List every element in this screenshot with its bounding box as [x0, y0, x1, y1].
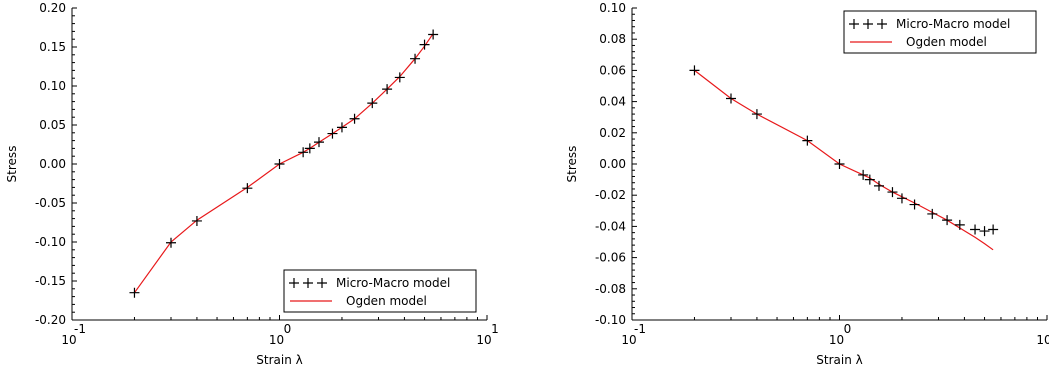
y-tick-label: 0.04 — [599, 95, 626, 109]
chart-1: -0.20 -0.15 -0.10 -0.05 0.00 0.05 0.10 0.15 0.20… — [5, 1, 499, 367]
series-line-ogden — [134, 33, 434, 294]
legend-label: Ogden model — [346, 294, 427, 308]
data-point-plus — [394, 72, 405, 83]
data-point-plus — [242, 183, 253, 194]
y-tick-label: -0.06 — [595, 251, 626, 265]
data-point-plus — [864, 174, 875, 185]
y-tick-label: 0.00 — [39, 157, 66, 171]
x-tick-exponent: 0 — [284, 322, 292, 336]
legend-marker-plus — [849, 19, 859, 29]
y-tick-label: -0.10 — [595, 313, 626, 327]
data-point-plus — [274, 159, 285, 169]
y-tick-label: -0.20 — [35, 313, 66, 327]
x-tick-exponent: 1 — [491, 322, 499, 336]
x-axis-label: Strain λ — [256, 353, 302, 367]
data-point-plus — [979, 226, 990, 237]
y-tick-label: 0.02 — [599, 126, 626, 140]
data-point-plus — [327, 128, 338, 139]
x-tick-label: 10 — [829, 333, 844, 347]
y-tick-label: 0.15 — [39, 40, 66, 54]
y-axis-label: Stress — [565, 146, 579, 183]
y-tick-label: 0.00 — [599, 157, 626, 171]
legend-marker-plus — [863, 19, 873, 29]
legend-box — [283, 269, 477, 313]
data-point-plus — [336, 122, 347, 133]
data-point-plus — [858, 169, 869, 180]
y-tick-label: -0.02 — [595, 188, 626, 202]
data-point-plus — [802, 135, 813, 146]
data-point-plus — [834, 159, 845, 169]
y-tick-label: -0.05 — [35, 196, 66, 210]
y-tick-label: 0.10 — [599, 1, 626, 15]
x-tick-exponent: 0 — [844, 322, 852, 336]
y-tick-label: -0.08 — [595, 282, 626, 296]
legend-label: Micro-Macro model — [896, 17, 1010, 31]
data-point-plus — [689, 65, 700, 76]
x-axis-label: Strain λ — [816, 353, 862, 367]
data-point-plus — [349, 113, 360, 124]
data-point-plus — [970, 224, 981, 235]
y-tick-label: 0.06 — [599, 63, 626, 77]
legend-marker-plus — [877, 19, 887, 29]
data-point-plus — [909, 199, 920, 210]
y-tick-label: 0.10 — [39, 79, 66, 93]
data-point-plus — [298, 147, 309, 158]
series-line-ogden — [694, 69, 994, 251]
data-point-plus — [896, 193, 907, 204]
y-tick-label: -0.04 — [595, 219, 626, 233]
x-tick-exponent: -1 — [634, 322, 646, 336]
legend-label: Micro-Macro model — [336, 276, 450, 290]
legend-marker-plus — [317, 278, 327, 288]
data-point-plus — [927, 208, 938, 219]
y-tick-label: 0.05 — [39, 118, 66, 132]
data-point-plus — [726, 93, 737, 104]
data-point-plus — [304, 143, 315, 154]
y-tick-label: -0.15 — [35, 274, 66, 288]
data-point-plus — [887, 187, 898, 198]
legend-marker-plus — [303, 278, 313, 288]
x-tick-label: 10 — [61, 333, 76, 347]
data-point-plus — [313, 137, 324, 148]
data-point-plus — [166, 237, 177, 248]
data-point-plus — [382, 84, 393, 95]
x-tick-label: 10 — [269, 333, 284, 347]
y-axis-label: Stress — [5, 146, 19, 183]
data-point-plus — [191, 215, 202, 226]
data-point-plus — [367, 98, 378, 109]
data-point-plus — [954, 219, 965, 230]
y-tick-label: 0.08 — [599, 32, 626, 46]
legend: Micro-Macro model Ogden model — [283, 269, 477, 313]
legend-label: Ogden model — [906, 35, 987, 49]
data-point-plus — [428, 29, 439, 40]
data-point-plus — [419, 39, 430, 50]
x-tick-exponent: -1 — [74, 322, 86, 336]
data-point-plus — [129, 287, 140, 298]
y-tick-label: 0.20 — [39, 1, 66, 15]
x-tick-label: 10 — [476, 333, 491, 347]
data-point-plus — [873, 180, 884, 191]
x-tick-label: 10 — [1036, 333, 1049, 347]
x-tick-label: 10 — [621, 333, 636, 347]
data-point-plus — [988, 224, 999, 235]
chart-2: -0.10 -0.08 -0.06 -0.04 -0.02 0.00 0.02 0.04 0.0… — [565, 1, 1049, 367]
data-point-plus — [942, 215, 953, 226]
data-point-plus — [751, 109, 762, 120]
legend-marker-plus — [289, 278, 299, 288]
data-point-plus — [410, 53, 421, 64]
legend: Micro-Macro model Ogden model — [843, 10, 1037, 54]
legend-box — [843, 10, 1037, 54]
y-tick-label: -0.10 — [35, 235, 66, 249]
